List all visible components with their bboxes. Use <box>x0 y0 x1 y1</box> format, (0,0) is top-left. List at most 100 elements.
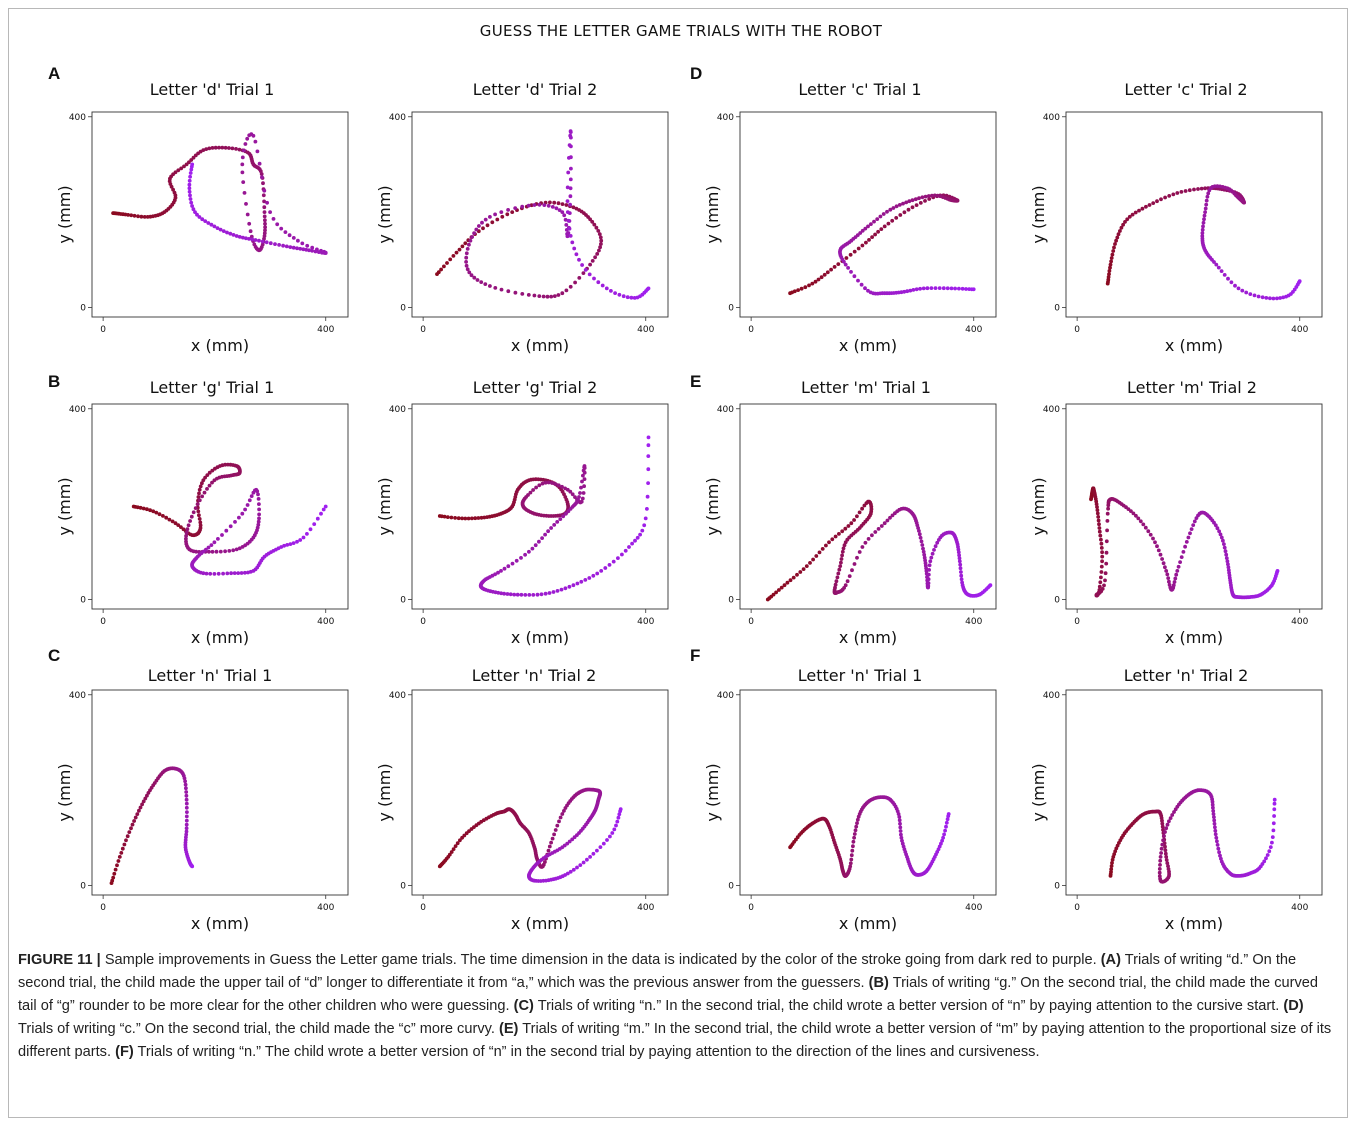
data-point <box>1136 516 1141 521</box>
data-point <box>891 206 896 210</box>
data-point <box>184 530 189 535</box>
data-point <box>629 295 634 300</box>
data-point <box>111 875 116 880</box>
data-point <box>886 221 891 226</box>
data-point <box>210 146 215 150</box>
data-point <box>932 548 936 552</box>
data-point <box>513 206 518 211</box>
caption-text-c: Trials of writing “n.” In the second tri… <box>533 998 1284 1014</box>
data-point <box>1207 188 1212 193</box>
data-point <box>184 829 189 834</box>
data-point <box>305 243 310 248</box>
data-point <box>1217 529 1221 534</box>
data-point <box>523 593 528 597</box>
data-point <box>1175 569 1180 573</box>
data-point <box>1170 813 1175 817</box>
data-point <box>1215 843 1220 847</box>
x-tick-label: 400 <box>965 617 982 627</box>
data-point <box>225 571 230 576</box>
data-point <box>581 491 586 495</box>
data-point <box>1163 844 1167 849</box>
y-tick-label: 0 <box>1054 881 1060 891</box>
data-point <box>779 585 784 590</box>
x-tick-label: 400 <box>1291 617 1308 627</box>
data-point <box>870 533 874 538</box>
data-point <box>592 222 597 227</box>
data-point <box>852 562 857 566</box>
data-point <box>1163 830 1167 834</box>
y-tick-label: 0 <box>1054 303 1060 313</box>
data-point <box>241 235 245 240</box>
data-point <box>565 199 570 204</box>
data-point <box>182 164 186 169</box>
data-point <box>1168 816 1173 820</box>
data-point <box>1107 269 1112 273</box>
data-point <box>567 226 572 231</box>
data-point <box>510 210 515 215</box>
data-point <box>925 286 930 291</box>
data-point <box>268 210 272 215</box>
data-point <box>1202 217 1206 222</box>
data-point <box>1112 245 1116 250</box>
data-point <box>465 267 470 272</box>
data-point <box>1179 190 1184 194</box>
data-point <box>234 147 238 151</box>
data-point <box>840 549 845 554</box>
data-point <box>579 579 584 584</box>
data-point <box>595 252 600 256</box>
data-point <box>237 147 242 152</box>
data-point <box>568 177 573 182</box>
data-point <box>502 591 506 596</box>
data-point <box>508 592 513 597</box>
data-point <box>839 557 844 561</box>
data-point <box>1222 545 1227 550</box>
data-point <box>1204 202 1209 207</box>
data-point <box>914 287 919 292</box>
data-point <box>227 549 232 553</box>
data-point <box>1223 549 1228 554</box>
data-point <box>1156 548 1161 553</box>
data-point <box>237 235 242 239</box>
data-point <box>257 161 262 166</box>
x-tick-label: 400 <box>317 903 334 913</box>
data-point <box>1110 861 1114 865</box>
data-point <box>935 540 940 545</box>
data-point <box>1113 849 1118 854</box>
data-point <box>1110 857 1115 862</box>
data-point <box>1109 870 1113 874</box>
y-axis-label: y (mm) <box>1029 477 1048 535</box>
data-point <box>1189 527 1194 531</box>
data-point <box>543 532 547 537</box>
x-tick-label: 0 <box>100 617 106 627</box>
data-point <box>957 553 961 558</box>
data-point <box>263 225 267 230</box>
data-point <box>496 590 501 595</box>
data-point <box>848 864 853 869</box>
x-tick-label: 0 <box>100 325 106 335</box>
data-point <box>282 543 286 548</box>
data-point <box>898 821 902 826</box>
data-point <box>824 543 828 548</box>
data-point <box>205 487 209 491</box>
data-point <box>1133 210 1138 215</box>
data-point <box>960 286 965 291</box>
data-point <box>256 492 260 497</box>
data-point <box>1099 564 1104 569</box>
data-point <box>923 199 927 203</box>
data-point <box>209 543 214 547</box>
data-point <box>929 555 934 560</box>
data-point <box>581 473 585 478</box>
data-point <box>195 212 199 217</box>
x-axis-label: x (mm) <box>191 628 249 647</box>
data-point <box>307 248 311 253</box>
stroke-trace <box>437 435 651 597</box>
y-axis-label: y (mm) <box>703 185 722 243</box>
data-point <box>1205 194 1210 199</box>
data-point <box>1267 849 1272 854</box>
subplot-title-g-trial-2: Letter 'g' Trial 2 <box>472 378 598 397</box>
data-point <box>566 231 571 235</box>
data-point <box>499 287 504 292</box>
data-point <box>844 256 849 260</box>
data-point <box>567 839 572 844</box>
data-point <box>822 272 827 277</box>
